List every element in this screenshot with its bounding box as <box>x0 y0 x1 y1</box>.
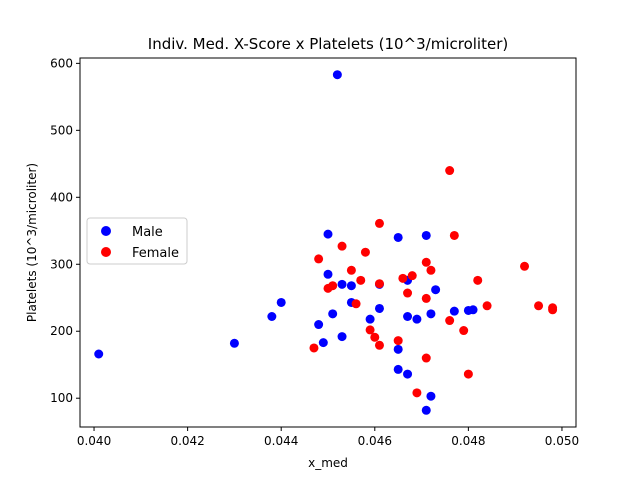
x-tick-label: 0.046 <box>358 434 392 448</box>
point-female-24 <box>445 166 455 176</box>
x-axis: 0.040 0.042 0.044 0.046 0.048 0.050 <box>77 427 579 448</box>
point-female-33 <box>548 305 558 315</box>
point-female-22 <box>426 265 436 275</box>
point-male-27 <box>426 391 436 401</box>
point-female-10 <box>370 332 380 342</box>
point-male-17 <box>393 344 403 354</box>
point-male-24 <box>421 230 431 240</box>
point-male-31 <box>468 305 478 315</box>
x-tick-label: 0.040 <box>77 434 111 448</box>
point-male-15 <box>374 303 384 313</box>
chart-title: Indiv. Med. X-Score x Platelets (10^3/mi… <box>148 35 508 53</box>
y-tick-label: 100 <box>50 391 73 405</box>
point-male-6 <box>323 269 333 279</box>
y-tick-label: 600 <box>50 56 73 70</box>
point-female-13 <box>374 340 384 350</box>
x-tick-label: 0.044 <box>264 434 298 448</box>
point-male-11 <box>337 279 347 289</box>
point-female-0 <box>309 343 319 353</box>
point-female-18 <box>412 388 422 398</box>
point-male-3 <box>276 297 286 307</box>
point-female-12 <box>374 279 384 289</box>
point-female-9 <box>365 325 375 335</box>
y-tick-label: 500 <box>50 123 73 137</box>
point-female-26 <box>459 326 469 336</box>
point-male-5 <box>318 338 328 348</box>
point-male-1 <box>229 338 239 348</box>
point-female-20 <box>421 293 431 303</box>
legend-label-male: Male <box>132 225 163 240</box>
x-tick-label: 0.050 <box>545 434 579 448</box>
point-female-25 <box>449 230 459 240</box>
legend-marker-female <box>101 247 111 257</box>
point-female-23 <box>445 316 455 326</box>
point-female-7 <box>356 275 366 285</box>
x-axis-label: x_med <box>308 456 348 470</box>
point-female-1 <box>314 254 324 264</box>
legend: Male Female <box>86 217 188 265</box>
point-male-25 <box>421 405 431 415</box>
point-female-16 <box>403 288 413 298</box>
point-male-13 <box>346 281 356 291</box>
point-male-4 <box>314 320 324 330</box>
point-female-17 <box>407 271 417 281</box>
point-male-7 <box>323 229 333 239</box>
point-female-6 <box>351 299 361 309</box>
y-axis: 100 200 300 400 500 600 <box>50 56 80 405</box>
point-female-19 <box>421 257 431 267</box>
point-female-5 <box>346 265 356 275</box>
point-male-8 <box>328 309 338 319</box>
point-female-4 <box>337 241 347 251</box>
point-male-22 <box>403 369 413 379</box>
x-tick-label: 0.048 <box>451 434 485 448</box>
legend-box <box>86 217 188 265</box>
point-female-28 <box>473 275 483 285</box>
x-tick-label: 0.042 <box>170 434 204 448</box>
point-female-30 <box>520 261 530 271</box>
point-male-2 <box>267 312 277 321</box>
point-male-29 <box>449 306 459 316</box>
point-male-20 <box>403 312 413 321</box>
y-tick-label: 300 <box>50 257 73 271</box>
point-male-23 <box>412 314 422 324</box>
point-male-9 <box>332 70 342 80</box>
point-female-27 <box>463 369 473 379</box>
point-female-15 <box>398 273 408 283</box>
point-female-21 <box>421 353 431 363</box>
point-female-11 <box>374 218 384 228</box>
point-male-10 <box>337 332 347 342</box>
point-male-0 <box>94 349 104 359</box>
point-male-26 <box>426 309 436 319</box>
point-male-18 <box>393 364 403 374</box>
y-tick-label: 200 <box>50 324 73 338</box>
y-tick-label: 400 <box>50 190 73 204</box>
legend-marker-male <box>101 226 111 236</box>
points-layer <box>94 70 558 415</box>
point-female-31 <box>534 301 544 311</box>
point-male-14 <box>365 314 375 324</box>
legend-label-female: Female <box>132 246 179 261</box>
y-axis-label: Platelets (10^3/microliter) <box>25 163 39 322</box>
point-female-29 <box>482 301 492 311</box>
point-male-28 <box>431 285 441 295</box>
point-female-8 <box>360 247 370 257</box>
point-female-14 <box>393 336 403 346</box>
point-male-19 <box>393 232 403 242</box>
axes-frame <box>79 57 577 428</box>
point-female-3 <box>328 281 338 291</box>
